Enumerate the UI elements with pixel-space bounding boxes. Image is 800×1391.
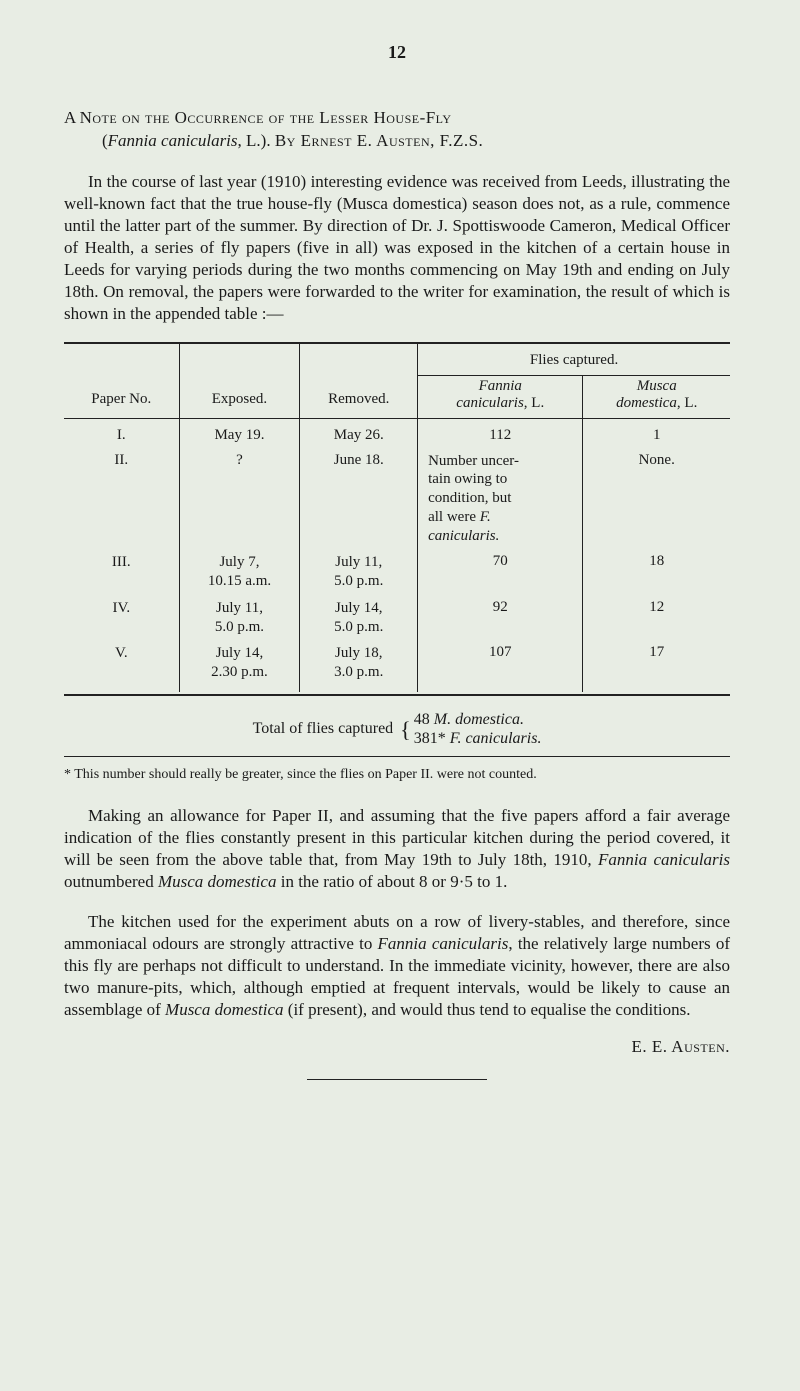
brace-icon: {	[397, 717, 414, 742]
col-musca: Musca domestica, L.	[583, 375, 730, 418]
total-top: 48 M. domestica.	[414, 711, 524, 728]
table-cell: 70	[418, 549, 583, 595]
page-number: 12	[64, 42, 730, 63]
fannia-it: Fannia	[479, 378, 522, 394]
table-cell: Number uncer-tain owing tocondition, but…	[418, 448, 583, 550]
table-cell: July 18,3.0 p.m.	[300, 640, 418, 692]
table-cell: July 11,5.0 p.m.	[300, 549, 418, 595]
table-cell: 12	[583, 595, 730, 641]
col-removed: Removed.	[300, 344, 418, 419]
table-cell: July 7,10.15 a.m.	[179, 549, 300, 595]
table-cell: 18	[583, 549, 730, 595]
total-bottom: 381* F. canicularis.	[414, 730, 542, 747]
title-author: By Ernest E. Austen, F.Z.S.	[275, 131, 483, 150]
col-exposed: Exposed.	[179, 344, 300, 419]
paragraph-3: The kitchen used for the experiment abut…	[64, 911, 730, 1021]
data-table-wrap: Paper No. Exposed. Removed. Flies captur…	[64, 342, 730, 784]
fannia-tail: , L.	[524, 395, 544, 411]
table-cell: 92	[418, 595, 583, 641]
table-cell: June 18.	[300, 448, 418, 550]
title-species: Fannia canicularis	[108, 131, 238, 150]
musca-it: Musca	[637, 378, 677, 394]
table-cell: II.	[64, 448, 179, 550]
musca-tail: , L.	[677, 395, 697, 411]
table-cell: 1	[583, 418, 730, 448]
table-footnote: * This number should really be greater, …	[64, 767, 730, 783]
end-rule	[307, 1079, 487, 1080]
musca-sp: domestica	[616, 395, 677, 411]
title-after-species: , L.).	[238, 131, 275, 150]
fannia-sp: canicularis	[456, 395, 524, 411]
table-cell: July 14,5.0 p.m.	[300, 595, 418, 641]
article-title: A Note on the Occurrence of the Lesser H…	[64, 107, 730, 153]
table-cell: 107	[418, 640, 583, 692]
table-cell: V.	[64, 640, 179, 692]
table-cell: 112	[418, 418, 583, 448]
paragraph-2: Making an allowance for Paper II, and as…	[64, 805, 730, 893]
table-cell: July 11,5.0 p.m.	[179, 595, 300, 641]
paragraph-1: In the course of last year (1910) intere…	[64, 171, 730, 326]
total-line: Total of flies captured { 48 M. domestic…	[64, 710, 730, 748]
author-signature: E. E. Austen.	[64, 1037, 730, 1057]
table-cell: None.	[583, 448, 730, 550]
table-cell: IV.	[64, 595, 179, 641]
col-flies-captured: Flies captured.	[418, 344, 730, 376]
col-fannia: Fannia canicularis, L.	[418, 375, 583, 418]
table-bottom-rule	[64, 694, 730, 696]
table-cell: May 26.	[300, 418, 418, 448]
table-cell: I.	[64, 418, 179, 448]
total-prefix: Total of flies captured	[253, 720, 398, 737]
page: 12 A Note on the Occurrence of the Lesse…	[0, 0, 800, 1391]
table-cell: ?	[179, 448, 300, 550]
title-prefix: A	[64, 108, 80, 127]
table-cell: July 14,2.30 p.m.	[179, 640, 300, 692]
table-cell: 17	[583, 640, 730, 692]
signature-text: E. E. Austen.	[631, 1037, 730, 1056]
fly-table: Paper No. Exposed. Removed. Flies captur…	[64, 344, 730, 692]
table-cell: III.	[64, 549, 179, 595]
col-paper-no: Paper No.	[64, 344, 179, 419]
title-caps: Note on the Occurrence of the Lesser Hou…	[80, 108, 452, 127]
footnote-rule	[64, 756, 730, 757]
table-cell: May 19.	[179, 418, 300, 448]
